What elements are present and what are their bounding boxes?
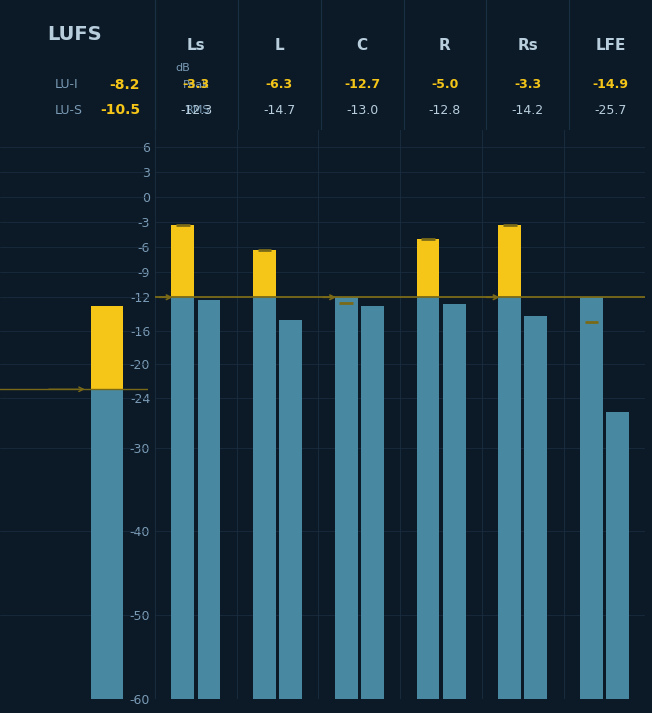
Bar (580, 297, 603, 699)
Bar (91, 306, 123, 389)
Bar (498, 297, 521, 699)
Text: L: L (274, 38, 284, 53)
Text: Peak: Peak (183, 80, 210, 90)
Text: -14.9: -14.9 (593, 78, 629, 91)
Text: LU-I: LU-I (55, 78, 79, 91)
Text: -12.7: -12.7 (344, 78, 380, 91)
Bar (443, 304, 466, 699)
Bar (253, 250, 276, 297)
Text: Rs: Rs (518, 38, 538, 53)
Text: LUFS: LUFS (48, 26, 102, 44)
Bar (417, 297, 439, 699)
Bar (417, 239, 439, 297)
Text: R: R (439, 38, 451, 53)
Bar (91, 389, 123, 699)
Text: -12.8: -12.8 (429, 103, 461, 116)
Bar (253, 297, 276, 699)
Bar (524, 316, 548, 699)
Text: -5.0: -5.0 (431, 78, 458, 91)
Text: -13.0: -13.0 (346, 103, 378, 116)
Bar (198, 299, 220, 699)
Text: -8.2: -8.2 (110, 78, 140, 92)
Text: -3.3: -3.3 (514, 78, 541, 91)
Text: LU-S: LU-S (55, 103, 83, 116)
Text: -10.5: -10.5 (100, 103, 140, 117)
Bar (171, 297, 194, 699)
Text: dB: dB (175, 63, 190, 73)
Bar (279, 320, 302, 699)
Text: -3.3: -3.3 (183, 78, 210, 91)
Text: -6.3: -6.3 (265, 78, 293, 91)
Bar (498, 225, 521, 297)
Text: C: C (357, 38, 368, 53)
Text: Ls: Ls (187, 38, 206, 53)
Bar (171, 225, 194, 297)
Text: -14.2: -14.2 (512, 103, 544, 116)
Text: LFE: LFE (595, 38, 626, 53)
Bar (606, 412, 629, 699)
Bar (335, 297, 358, 699)
Text: -25.7: -25.7 (595, 103, 627, 116)
Text: -14.7: -14.7 (263, 103, 295, 116)
Text: RMS: RMS (186, 105, 210, 115)
Bar (361, 306, 384, 699)
Text: -12.3: -12.3 (181, 103, 213, 116)
